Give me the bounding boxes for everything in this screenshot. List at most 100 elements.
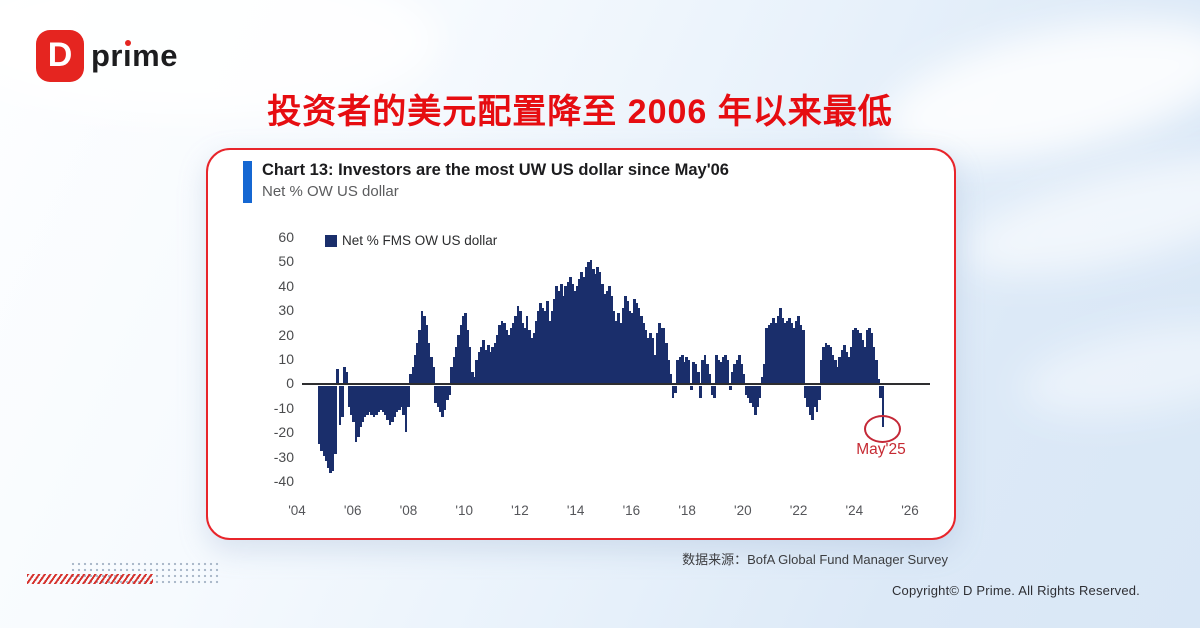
data-bar: [372, 385, 376, 418]
data-bar: [475, 359, 479, 384]
data-bar: [756, 385, 759, 408]
data-bar: [500, 320, 504, 384]
data-bar: [322, 385, 326, 457]
data-bar: [557, 291, 561, 384]
data-bar: [425, 325, 428, 384]
data-bar: [710, 385, 714, 396]
data-bar: [635, 303, 638, 384]
data-bar: [685, 357, 689, 384]
data-bar: [379, 385, 383, 410]
data-bar: [694, 364, 698, 384]
data-bar: [701, 359, 705, 384]
x-tick-label: '10: [455, 503, 473, 518]
data-bar: [359, 385, 362, 427]
data-bar: [735, 359, 739, 384]
data-bar: [591, 269, 595, 384]
data-bar: [749, 385, 753, 403]
data-bar: [758, 385, 762, 398]
data-bar: [824, 342, 828, 384]
y-tick-label: 0: [286, 375, 294, 392]
data-bar: [733, 364, 737, 384]
data-bar: [413, 354, 417, 384]
data-bar: [352, 385, 355, 423]
data-bar: [468, 347, 472, 384]
data-bar: [318, 385, 321, 445]
data-bar: [511, 323, 515, 384]
data-bar: [731, 371, 734, 384]
data-bar: [628, 310, 632, 384]
data-bar: [530, 337, 533, 384]
data-bar: [534, 320, 538, 384]
data-bar: [607, 286, 611, 384]
data-bar: [480, 347, 483, 384]
data-bar: [484, 349, 488, 384]
data-bar: [349, 385, 353, 415]
data-bar: [799, 325, 803, 384]
data-bar: [470, 371, 474, 384]
data-bar: [610, 296, 613, 384]
data-bar: [669, 374, 673, 384]
data-bar: [354, 385, 358, 442]
data-bar: [671, 385, 675, 398]
x-tick-label: '16: [622, 503, 641, 518]
data-bar: [874, 359, 878, 384]
data-bar: [774, 323, 778, 384]
legend-swatch: [325, 234, 337, 247]
data-bar: [489, 352, 492, 384]
data-bar: [655, 332, 659, 384]
data-bar: [872, 347, 876, 384]
data-bar: [783, 323, 787, 384]
data-bar: [705, 364, 709, 384]
data-bar: [411, 366, 415, 384]
data-bar: [621, 308, 625, 384]
data-bar: [493, 342, 497, 384]
data-bar: [724, 354, 727, 384]
logo-i-dot: [124, 40, 131, 46]
data-bar: [516, 305, 520, 384]
data-bar: [708, 374, 711, 384]
data-bar: [653, 354, 657, 384]
x-tick-label: '12: [511, 503, 529, 518]
data-bar: [785, 320, 789, 384]
data-bar: [564, 286, 568, 384]
data-bar: [680, 354, 684, 384]
data-bar: [719, 362, 723, 384]
data-bar: [589, 259, 593, 384]
data-bar: [329, 385, 333, 474]
data-bar: [678, 357, 682, 384]
data-bar: [336, 369, 339, 384]
y-tick-label: 30: [278, 302, 294, 319]
x-tick-label: '06: [343, 503, 362, 518]
data-bar: [434, 385, 438, 403]
data-bar: [614, 320, 618, 384]
data-bar: [776, 315, 780, 384]
data-bar: [767, 325, 771, 384]
data-bar: [514, 315, 517, 384]
x-tick-label: '14: [566, 503, 585, 518]
y-tick-label: -40: [273, 473, 294, 489]
title-accent-bar: [243, 161, 252, 203]
data-bar: [662, 327, 666, 384]
data-bar: [794, 320, 798, 384]
data-bar: [845, 352, 848, 384]
data-bar: [459, 325, 463, 384]
data-bar: [555, 286, 559, 384]
data-bar: [429, 357, 433, 384]
data-bar: [772, 318, 775, 384]
data-bar: [498, 325, 502, 384]
data-bar: [751, 385, 755, 408]
data-bar: [623, 296, 627, 384]
data-bar: [838, 357, 842, 384]
data-bar: [637, 308, 641, 384]
y-tick-label: 50: [278, 253, 294, 270]
data-bar: [384, 385, 387, 415]
data-bar: [696, 371, 700, 384]
data-bar: [420, 310, 424, 384]
data-bar: [450, 366, 454, 384]
data-bar: [523, 327, 527, 384]
data-bar: [331, 385, 335, 471]
logo-text-i: ı: [123, 38, 133, 73]
data-bar: [438, 385, 442, 413]
data-bar: [509, 327, 513, 384]
data-bar: [870, 332, 874, 384]
